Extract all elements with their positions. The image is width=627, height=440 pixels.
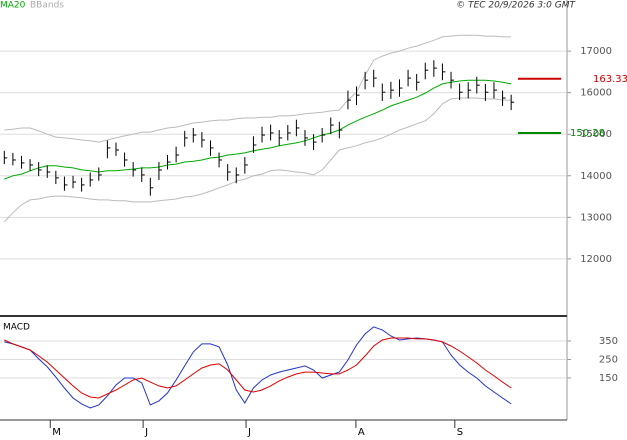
price-bar <box>141 167 145 182</box>
y-tick-label: 17000 <box>580 46 612 57</box>
price-bar <box>252 136 257 153</box>
price-bar <box>98 167 102 181</box>
y-tick-label: 13000 <box>580 212 612 223</box>
price-bar <box>81 177 85 192</box>
price-bar <box>3 150 8 165</box>
price-bar <box>192 127 197 143</box>
price-bar <box>167 154 171 170</box>
copyright: © TEC 20/9/2026 3:0 GMT <box>456 1 576 11</box>
price-bar <box>381 83 386 101</box>
x-tick-label: M <box>52 427 61 438</box>
y-tick-label: 16000 <box>580 88 612 99</box>
price-bar <box>398 79 403 97</box>
price-bar <box>476 76 480 94</box>
price-bar <box>124 152 128 167</box>
x-tick-label: J <box>247 427 251 438</box>
price-bar <box>364 71 369 90</box>
price-bar <box>270 124 274 141</box>
band-upper <box>4 34 512 143</box>
price-bar <box>218 152 223 168</box>
y-tick-label: 250 <box>599 354 618 365</box>
price-bar <box>132 162 137 177</box>
price-bar <box>106 140 111 159</box>
y-tick-label: 15000 <box>580 129 612 140</box>
price-bar <box>201 132 205 148</box>
legend-bbands: BBands <box>30 1 64 11</box>
price-bar <box>227 164 231 181</box>
price-bar <box>63 176 68 191</box>
price-bar <box>72 175 77 189</box>
price-bar <box>493 82 497 99</box>
price-bar <box>356 86 360 106</box>
price-bar <box>304 130 308 146</box>
price-bar <box>115 142 119 156</box>
x-tick-label: A <box>358 427 365 438</box>
price-bar <box>390 81 394 99</box>
macd-line <box>4 337 512 399</box>
price-bar <box>407 69 412 87</box>
price-bar <box>235 167 240 184</box>
price-bar <box>416 73 420 91</box>
price-bar <box>441 63 446 81</box>
price-bar <box>295 119 300 137</box>
price-bar <box>321 127 326 143</box>
price-bar <box>38 162 42 177</box>
y-tick-label: 14000 <box>580 171 612 182</box>
price-bar <box>502 90 506 106</box>
y-tick-label: 12000 <box>580 254 612 265</box>
price-bar <box>29 159 34 171</box>
y-tick-label: 150 <box>599 373 618 384</box>
price-bar <box>89 172 94 187</box>
price-bar <box>175 146 180 163</box>
price-bar <box>330 117 334 135</box>
price-bar <box>244 157 248 174</box>
price-bar <box>20 155 25 169</box>
price-bar <box>261 126 266 143</box>
price-bar <box>278 130 283 146</box>
price-bar <box>149 177 154 196</box>
price-bar <box>347 90 351 110</box>
price-bar <box>484 83 489 101</box>
band-lower <box>3 97 512 223</box>
price-bar <box>55 170 59 185</box>
ma-line <box>4 79 512 180</box>
y-tick-label: 350 <box>599 336 618 347</box>
x-tick-label: J <box>144 427 148 438</box>
price-bar <box>209 140 214 156</box>
price-bar <box>12 152 16 166</box>
price-bar <box>450 71 455 89</box>
price-bar <box>433 60 437 77</box>
price-bar <box>510 94 515 111</box>
price-bar <box>467 82 472 99</box>
price-bar <box>373 69 377 88</box>
price-bar <box>338 121 343 139</box>
price-bar <box>184 130 188 147</box>
x-tick-label: S <box>457 427 463 438</box>
price-bar <box>287 125 291 141</box>
price-bar <box>313 134 317 150</box>
price-bar <box>424 62 429 80</box>
macd-title: MACD <box>3 323 30 333</box>
price-bar <box>46 165 51 178</box>
price-bar <box>158 162 162 180</box>
price-bar <box>459 83 463 101</box>
level-label: 150.28 <box>570 128 605 139</box>
level-label: 163.33 <box>593 74 627 85</box>
legend-ma20: MA20 <box>0 1 26 11</box>
